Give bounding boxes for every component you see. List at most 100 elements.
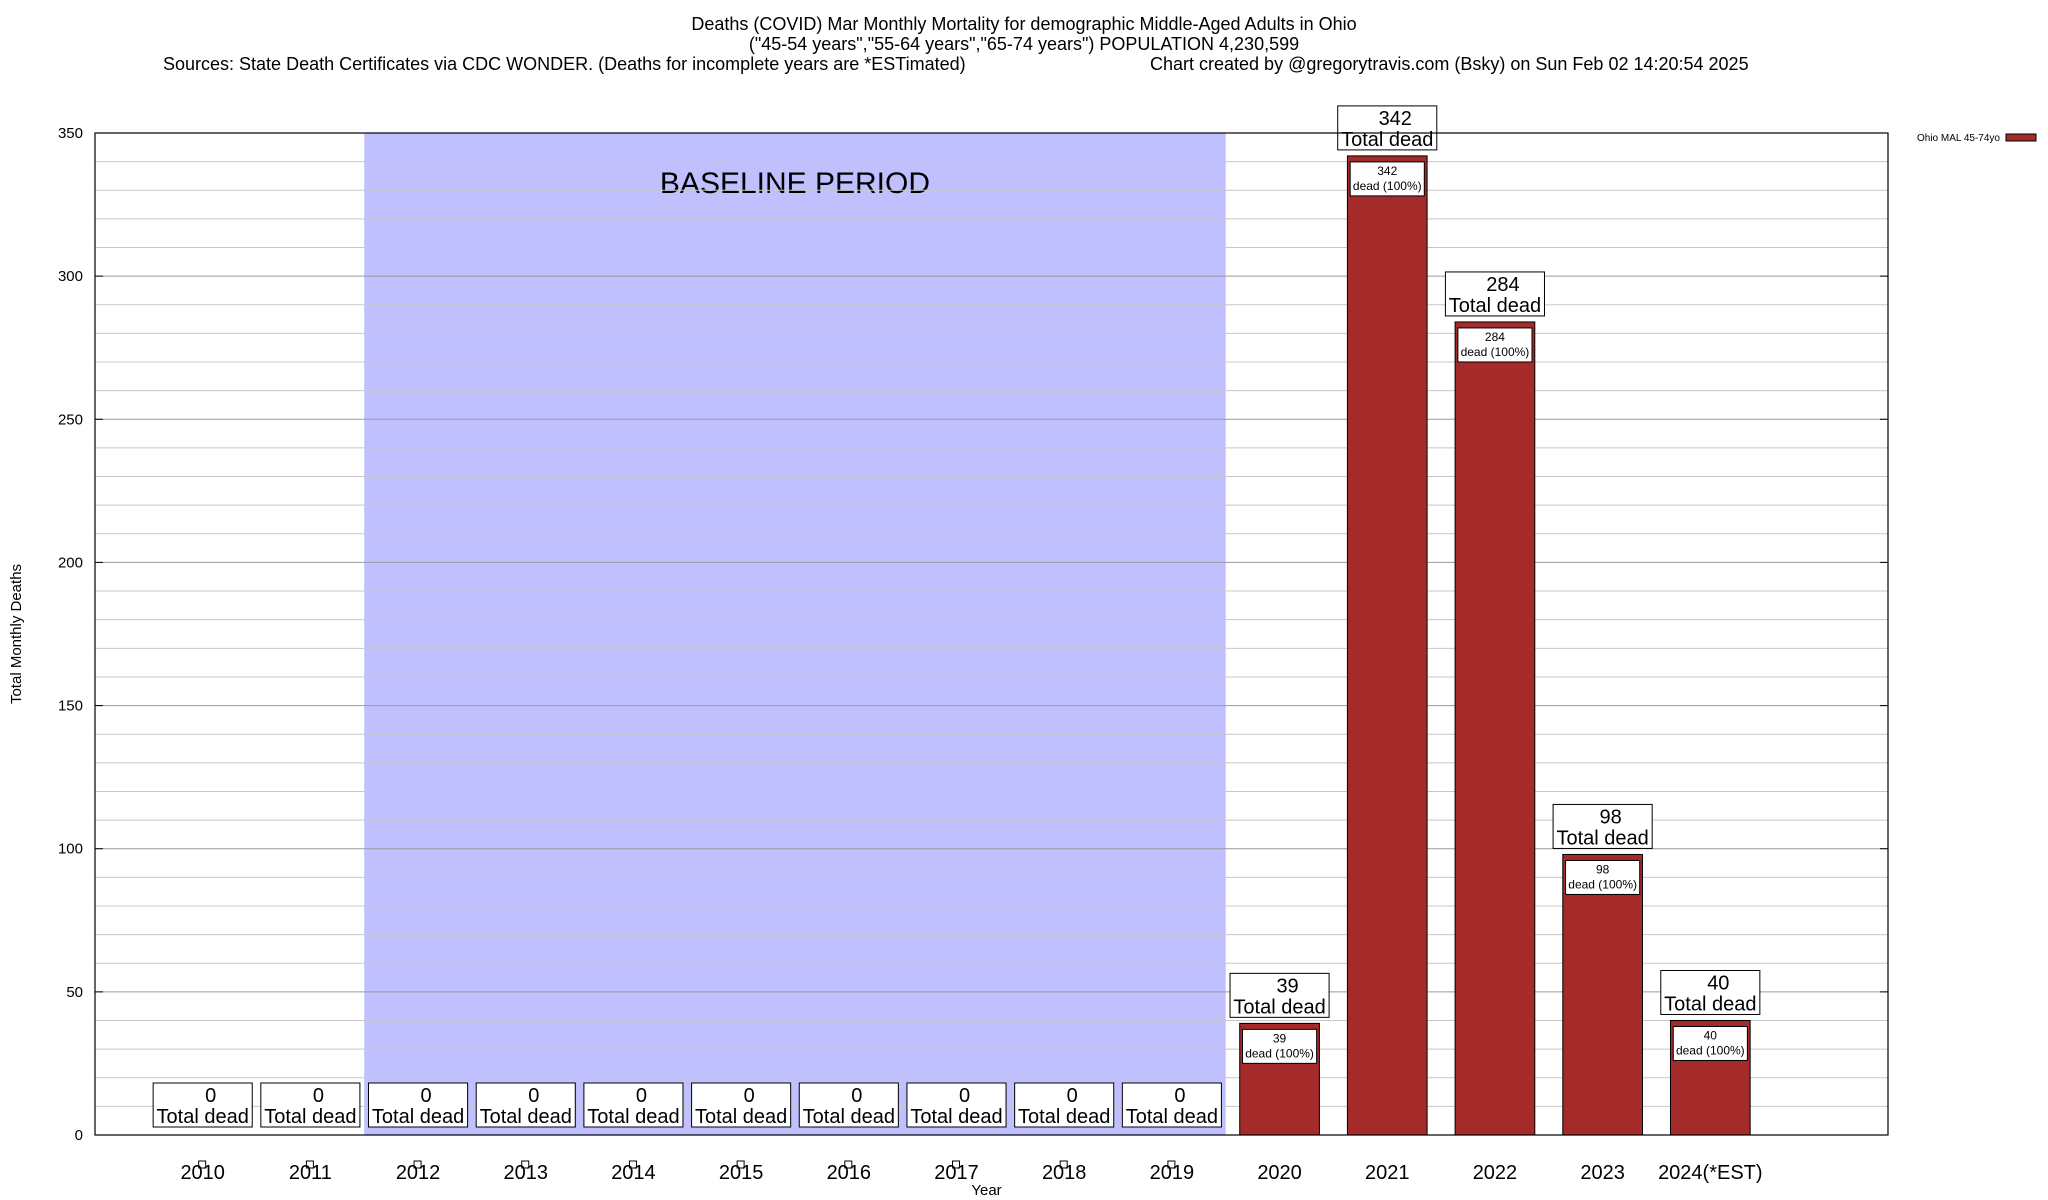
bar-2021 <box>1346 155 1428 1136</box>
bar-total-caption-label: Total dead <box>1341 129 1433 151</box>
chart-sources: Sources: State Death Certificates via CD… <box>163 54 966 74</box>
y-tick-label: 50 <box>66 984 83 1001</box>
bar-inner-label-box <box>1457 327 1533 363</box>
bar-total-caption-label: Total dead <box>1664 993 1756 1015</box>
legend-label: Ohio MAL 45-74yo <box>1917 133 2000 144</box>
bar-total-value-label: 0 <box>205 1085 216 1107</box>
bar-total-value-label: 40 <box>1707 972 1729 994</box>
bar-total-caption-label: Total dead <box>695 1106 787 1128</box>
bar-total-caption-label: Total dead <box>1449 295 1541 317</box>
bar-inner-label-box <box>1672 1025 1748 1061</box>
bar-total-caption-label: Total dead <box>803 1106 895 1128</box>
bar-total-caption-label: Total dead <box>1233 996 1325 1018</box>
bar-total-caption-label: Total dead <box>1126 1106 1218 1128</box>
bar-inner-percent-label: dead (100%) <box>1461 345 1530 359</box>
y-tick-label: 250 <box>58 411 83 428</box>
x-tick-label: 2021 <box>1365 1162 1410 1184</box>
bar-2022 <box>1454 321 1536 1136</box>
bar-total-value-label: 39 <box>1276 975 1298 997</box>
x-tick-label: 2015 <box>719 1162 764 1184</box>
bar-total-value-label: 0 <box>421 1085 432 1107</box>
bar-inner-percent-label: dead (100%) <box>1568 877 1637 891</box>
bar-inner-label-box <box>1242 1028 1318 1064</box>
legend-swatch <box>2005 133 2037 142</box>
x-axis-title: Year <box>971 1182 1001 1199</box>
x-tick-label: 2014 <box>611 1162 656 1184</box>
bar-total-value-label: 0 <box>313 1085 324 1107</box>
bar-total-caption-label: Total dead <box>264 1106 356 1128</box>
x-tick-label: 2024(*EST) <box>1658 1162 1763 1184</box>
x-tick-label: 2017 <box>934 1162 979 1184</box>
bar-total-label-box <box>1660 969 1761 1015</box>
chart-subtitle: ("45-54 years","55-64 years","65-74 year… <box>748 34 1300 54</box>
y-tick-label: 200 <box>58 554 83 571</box>
y-tick-label: 100 <box>58 841 83 858</box>
bar-zero-marker-2012 <box>413 1160 422 1169</box>
bar-inner-value-label: 342 <box>1377 164 1397 178</box>
bar-total-label-box <box>691 1082 792 1128</box>
bar-inner-percent-label: dead (100%) <box>1676 1043 1745 1057</box>
y-tick-label: 350 <box>58 125 83 142</box>
bar-total-caption-label: Total dead <box>1018 1106 1110 1128</box>
bar-inner-value-label: 39 <box>1273 1031 1287 1045</box>
y-tick-label: 150 <box>58 698 83 715</box>
x-tick-label: 2018 <box>1042 1162 1087 1184</box>
chart-title: Deaths (COVID) Mar Monthly Mortality for… <box>691 14 1357 34</box>
bar-total-label-box <box>368 1082 469 1128</box>
x-tick-label: 2010 <box>180 1162 225 1184</box>
x-tick-label: 2023 <box>1580 1162 1625 1184</box>
y-tick-label: 300 <box>58 268 83 285</box>
bar-total-caption-label: Total dead <box>157 1106 249 1128</box>
bar-total-caption-label: Total dead <box>480 1106 572 1128</box>
bar-total-label-box <box>1337 105 1438 151</box>
bar-inner-label-box <box>1565 859 1641 895</box>
y-axis-title: Total Monthly Deaths <box>8 564 25 704</box>
x-tick-label: 2013 <box>504 1162 549 1184</box>
bar-total-label-box <box>583 1082 684 1128</box>
x-tick-label: 2020 <box>1257 1162 1302 1184</box>
bar-zero-marker-2019 <box>1167 1160 1176 1169</box>
bar-total-caption-label: Total dead <box>587 1106 679 1128</box>
x-tick-label: 2012 <box>396 1162 441 1184</box>
bar-total-value-label: 342 <box>1379 108 1412 130</box>
bar-total-label-box <box>906 1082 1007 1128</box>
bar-inner-value-label: 284 <box>1485 330 1505 344</box>
bar-total-value-label: 0 <box>1067 1085 1078 1107</box>
bar-inner-percent-label: dead (100%) <box>1245 1046 1314 1060</box>
bar-total-caption-label: Total dead <box>910 1106 1002 1128</box>
x-tick-label: 2016 <box>827 1162 872 1184</box>
bar-total-value-label: 0 <box>636 1085 647 1107</box>
bar-total-label-box <box>1444 271 1545 317</box>
bar-total-value-label: 0 <box>744 1085 755 1107</box>
bar-total-label-box <box>1014 1082 1115 1128</box>
baseline-period-band <box>364 133 1226 1135</box>
bar-total-value-label: 98 <box>1600 806 1622 828</box>
bar-zero-marker-2018 <box>1059 1160 1068 1169</box>
bar-total-label-box <box>1229 972 1330 1018</box>
bar-total-label-box <box>152 1082 253 1128</box>
chart-credit: Chart created by @gregorytravis.com (Bsk… <box>1150 54 1749 74</box>
bar-total-value-label: 0 <box>528 1085 539 1107</box>
bar-inner-value-label: 98 <box>1596 862 1610 876</box>
bar-total-value-label: 0 <box>1174 1085 1185 1107</box>
bar-total-label-box <box>260 1082 361 1128</box>
baseline-period-label: BASELINE PERIOD <box>660 167 930 200</box>
bar-inner-value-label: 40 <box>1704 1028 1718 1042</box>
bar-zero-marker-2017 <box>952 1160 961 1169</box>
x-tick-label: 2019 <box>1150 1162 1195 1184</box>
bar-zero-marker-2013 <box>521 1160 530 1169</box>
bar-total-label-box <box>1121 1082 1222 1128</box>
bar-inner-label-box <box>1349 161 1425 197</box>
bar-total-value-label: 0 <box>851 1085 862 1107</box>
bar-total-label-box <box>475 1082 576 1128</box>
x-tick-label: 2022 <box>1473 1162 1518 1184</box>
bar-zero-marker-2016 <box>844 1160 853 1169</box>
bar-zero-marker-2014 <box>628 1160 637 1169</box>
bar-total-label-box <box>1552 803 1653 849</box>
x-tick-label: 2011 <box>289 1162 332 1184</box>
bar-inner-percent-label: dead (100%) <box>1353 179 1422 193</box>
bar-zero-marker-2011 <box>305 1160 314 1169</box>
bar-total-value-label: 0 <box>959 1085 970 1107</box>
bar-total-caption-label: Total dead <box>372 1106 464 1128</box>
